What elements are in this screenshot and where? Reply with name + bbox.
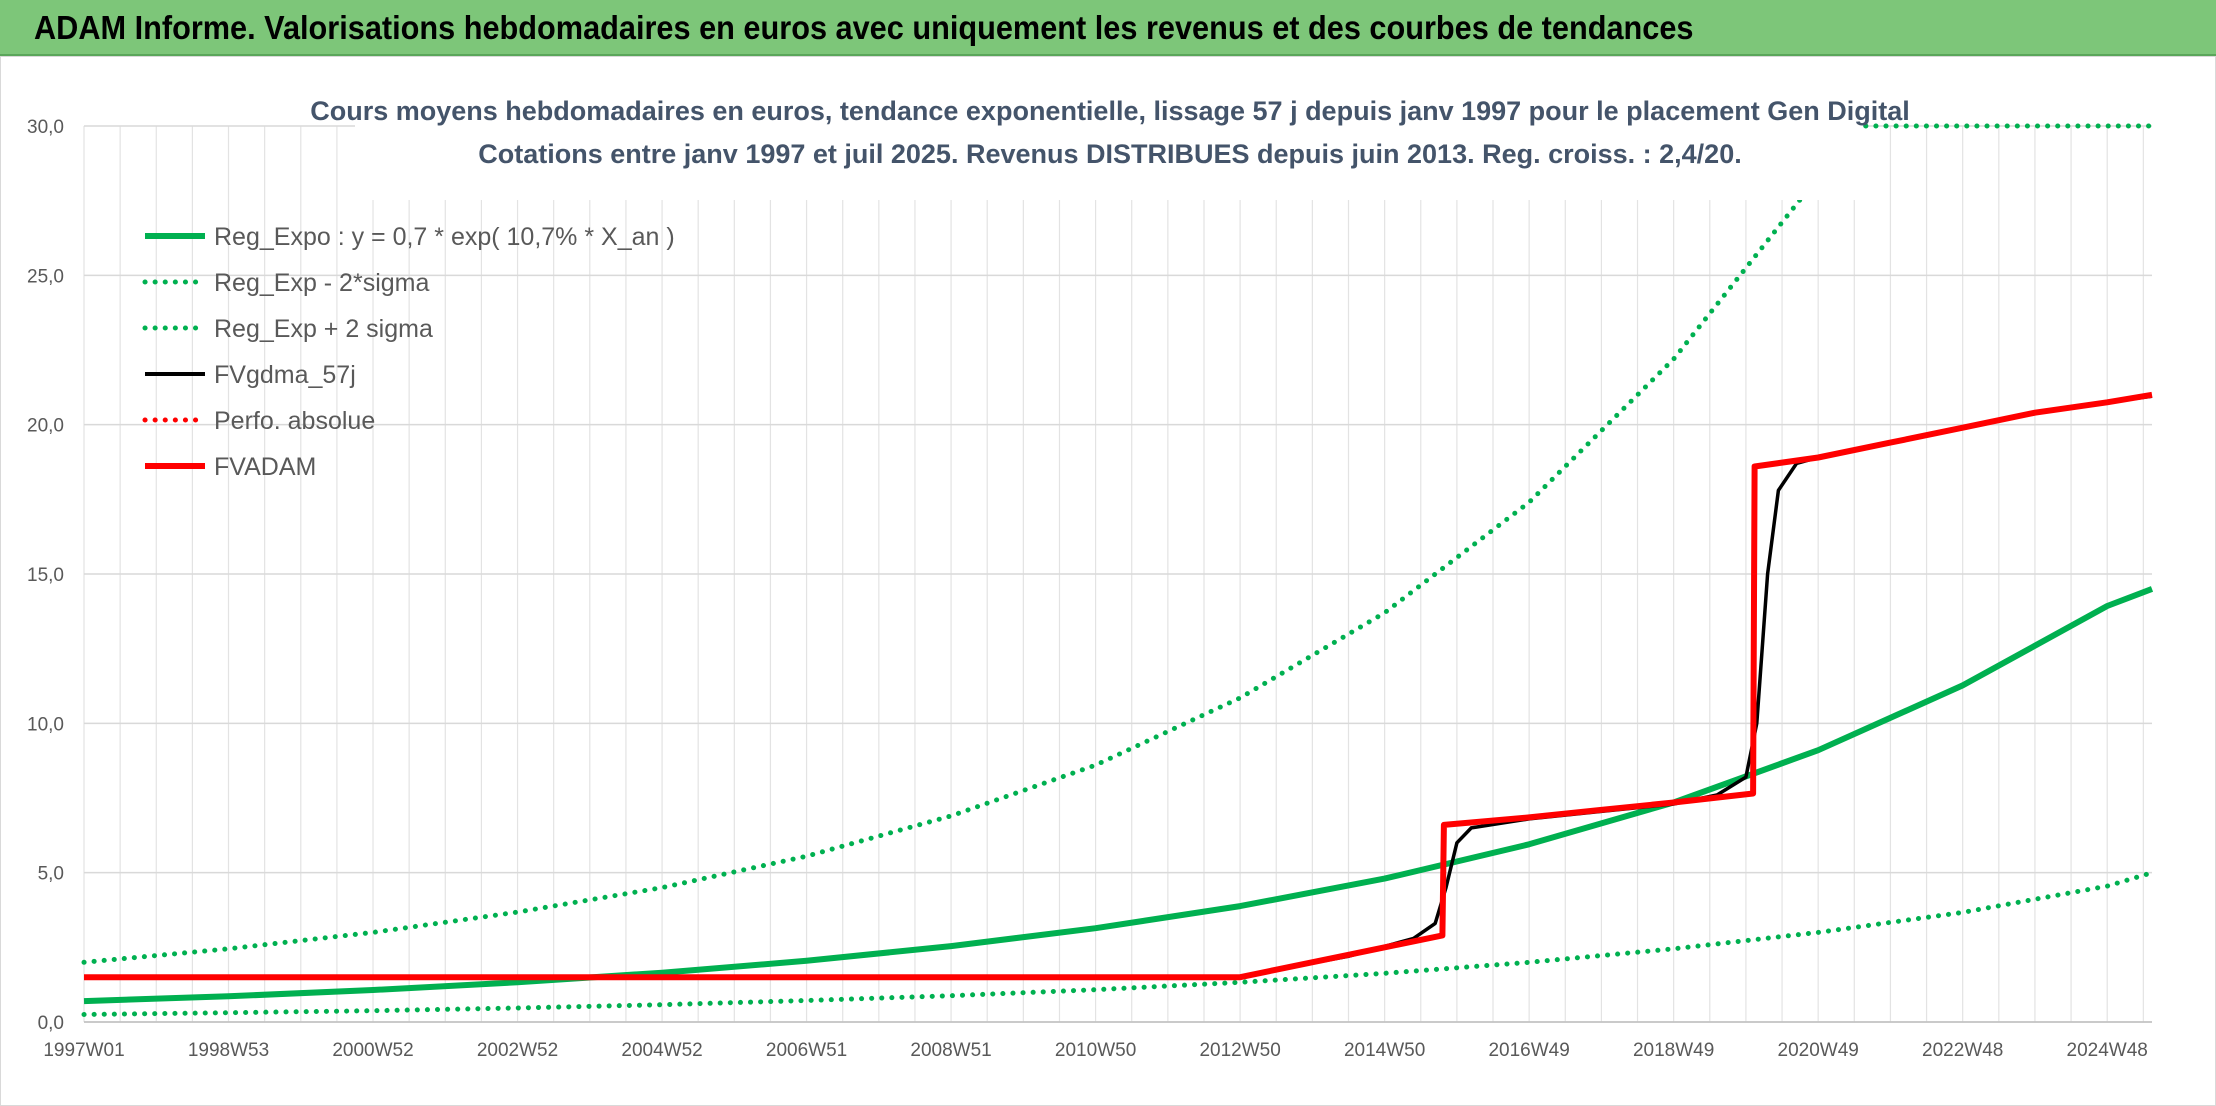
series-lines <box>81 123 2155 1017</box>
y-tick-label: 25,0 <box>27 266 64 287</box>
series-line-1 <box>81 870 2155 1017</box>
x-tick-label: 2020W49 <box>1778 1040 1859 1061</box>
x-tick-label: 2004W52 <box>621 1040 702 1061</box>
y-tick-label: 15,0 <box>27 565 64 586</box>
title-background <box>355 92 1863 200</box>
chart-background <box>0 56 2216 1106</box>
x-tick-label: 2000W52 <box>332 1040 413 1061</box>
x-tick-label: 2012W50 <box>1199 1040 1280 1061</box>
header-bar: ADAM Informe. Valorisations hebdomadaire… <box>0 0 2216 56</box>
x-tick-label: 2016W49 <box>1488 1040 1569 1061</box>
y-tick-label: 0,0 <box>38 1013 64 1034</box>
chart-svg: 0,0 5,0 10,0 15,0 20,0 25,0 30,0 1997W01 1998W53… <box>0 56 2216 1106</box>
x-tick-label: 1997W01 <box>43 1040 124 1061</box>
legend-label-1: Reg_Exp - 2*sigma <box>214 269 429 297</box>
legend-label-3: FVgdma_57j <box>214 361 356 389</box>
x-tick-label: 2002W52 <box>477 1040 558 1061</box>
legend-label-0: Reg_Expo : y = 0,7 * exp( 10,7% * X_an ) <box>214 223 675 251</box>
axis-labels: 0,0 5,0 10,0 15,0 20,0 25,0 30,0 1997W01 1998W53… <box>27 117 2152 1061</box>
y-tick-label: 10,0 <box>27 714 64 735</box>
legend-label-5: FVADAM <box>214 453 316 481</box>
y-tick-label: 20,0 <box>27 416 64 437</box>
chart-subtitle: Cotations entre janv 1997 et juil 2025. … <box>478 139 1741 169</box>
page-title: ADAM Informe. Valorisations hebdomadaire… <box>34 9 1694 46</box>
y-tick-label: 30,0 <box>27 117 64 138</box>
series-line-5 <box>84 391 2153 981</box>
x-tick-label: 2022W48 <box>1922 1040 2003 1061</box>
grid-lines <box>83 125 2152 1023</box>
legend: Reg_Expo : y = 0,7 * exp( 10,7% * X_an )… <box>142 223 675 481</box>
x-tick-label: 1998W53 <box>188 1040 269 1061</box>
x-tick-label: 2008W51 <box>910 1040 991 1061</box>
x-tick-label: 2018W49 <box>1633 1040 1714 1061</box>
legend-label-4: Perfo. absolue <box>214 407 375 435</box>
x-tick-label: 2010W50 <box>1055 1040 1136 1061</box>
chart-title: Cours moyens hebdomadaires en euros, ten… <box>310 96 1910 126</box>
chart-area: 0,0 5,0 10,0 15,0 20,0 25,0 30,0 1997W01 1998W53… <box>0 56 2216 1106</box>
y-tick-label: 5,0 <box>38 864 64 885</box>
x-tick-label: 2014W50 <box>1344 1040 1425 1061</box>
legend-label-2: Reg_Exp + 2 sigma <box>214 315 433 343</box>
x-tick-label: 2006W51 <box>766 1040 847 1061</box>
x-tick-label: 2024W48 <box>2067 1040 2148 1061</box>
series-line-0 <box>83 586 2154 1005</box>
